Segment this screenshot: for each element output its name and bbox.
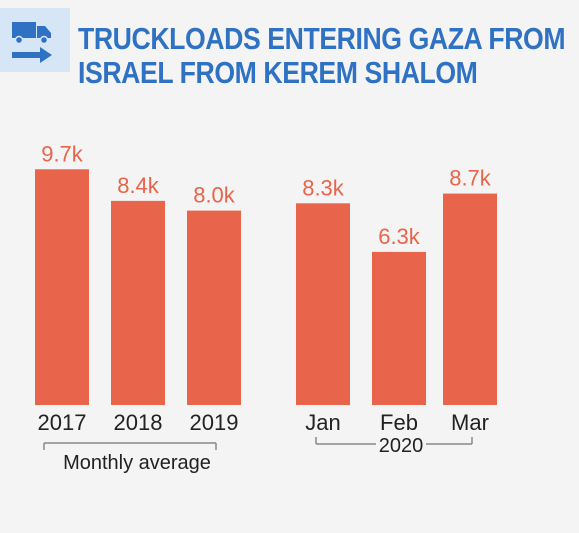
group-bracket-monthly-average: Monthly average — [43, 442, 217, 474]
tick-label-2018: 2018 — [114, 410, 163, 435]
group-bracket-2020: 2020 — [315, 435, 473, 457]
tick-label-feb: Feb — [380, 410, 418, 435]
value-label-2019: 8.0k — [193, 183, 236, 208]
icon-box — [0, 8, 70, 72]
value-label-2017: 9.7k — [41, 141, 84, 166]
value-label-2018: 8.4k — [117, 173, 160, 198]
tick-label-mar: Mar — [451, 410, 489, 435]
value-label-mar: 8.7k — [449, 166, 492, 191]
chart-title-line-2: ISRAEL FROM KEREM SHALOM — [78, 55, 478, 90]
value-label-feb: 6.3k — [378, 224, 421, 249]
truck-arrow-icon — [12, 22, 52, 63]
bar-2017 — [35, 169, 89, 405]
chart-title-line-1: TRUCKLOADS ENTERING GAZA FROM — [78, 21, 566, 56]
tick-labels-layer: 2017 2018 2019 Jan Feb Mar — [38, 410, 489, 435]
bar-2018 — [111, 200, 165, 405]
bars-layer — [35, 169, 497, 405]
bar-jan — [296, 203, 350, 405]
group-label-2020: 2020 — [379, 435, 424, 457]
tick-label-jan: Jan — [305, 410, 340, 435]
value-labels-layer: 9.7k 8.4k 8.0k 8.3k 6.3k 8.7k — [41, 141, 492, 249]
group-label-monthly-average: Monthly average — [63, 452, 211, 474]
bar-2019 — [187, 210, 241, 405]
value-label-jan: 8.3k — [302, 175, 345, 200]
tick-label-2017: 2017 — [38, 410, 87, 435]
bar-feb — [372, 251, 426, 405]
tick-label-2019: 2019 — [190, 410, 239, 435]
bar-mar — [443, 193, 497, 405]
